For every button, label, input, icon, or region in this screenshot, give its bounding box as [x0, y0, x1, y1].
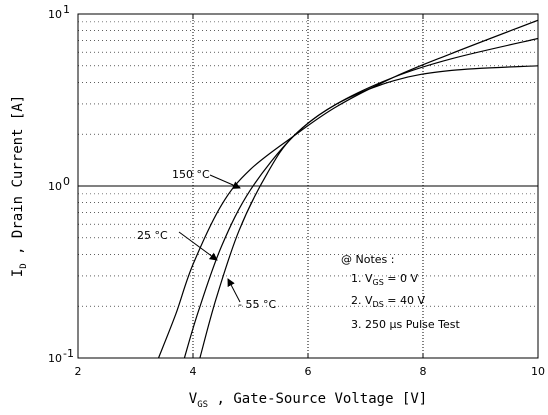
series-line-2: [199, 65, 538, 358]
x-tick-label: 8: [420, 365, 427, 378]
annotation-arrow-150c: [209, 174, 241, 189]
annotation-150c: 150 °C: [172, 168, 210, 181]
y-tick-label: 10: [48, 180, 62, 193]
series-group: [157, 19, 538, 358]
x-tick-label: 4: [190, 365, 197, 378]
y-axis-title: ID , Drain Current [A]: [10, 95, 29, 277]
y-tick-label: 10: [48, 8, 62, 21]
x-tick-labels: 2 4 6 8 10: [75, 365, 546, 378]
notes-box: @ Notes : 1. VGS = 0 V 2. VDS = 40 V 3. …: [341, 253, 461, 331]
annotation-minus55c: - 55 °C: [238, 298, 276, 311]
series-line-0: [157, 19, 538, 358]
y-tick-label-exponent: -1: [63, 347, 74, 360]
y-tick-label-exponent: 0: [63, 175, 70, 188]
note-2: 2. VDS = 40 V: [351, 294, 425, 309]
y-tick-label-exponent: 1: [63, 3, 70, 16]
note-3: 3. 250 μs Pulse Test: [351, 318, 461, 331]
annotation-arrow-minus55c: [227, 278, 241, 303]
series-annotations: 150 °C 25 °C - 55 °C: [137, 168, 276, 311]
y-tick-label: 10: [48, 352, 62, 365]
notes-title: @ Notes :: [341, 253, 394, 266]
ticks: [77, 13, 539, 359]
annotation-arrow-25c: [178, 231, 218, 261]
annotation-25c: 25 °C: [137, 229, 168, 242]
x-axis-title: VGS , Gate-Source Voltage [V]: [189, 391, 427, 410]
x-tick-label: 6: [305, 365, 312, 378]
x-tick-label: 2: [75, 365, 82, 378]
x-tick-label: 10: [531, 365, 545, 378]
grid: [78, 14, 538, 358]
note-1: 1. VGS = 0 V: [351, 272, 419, 287]
